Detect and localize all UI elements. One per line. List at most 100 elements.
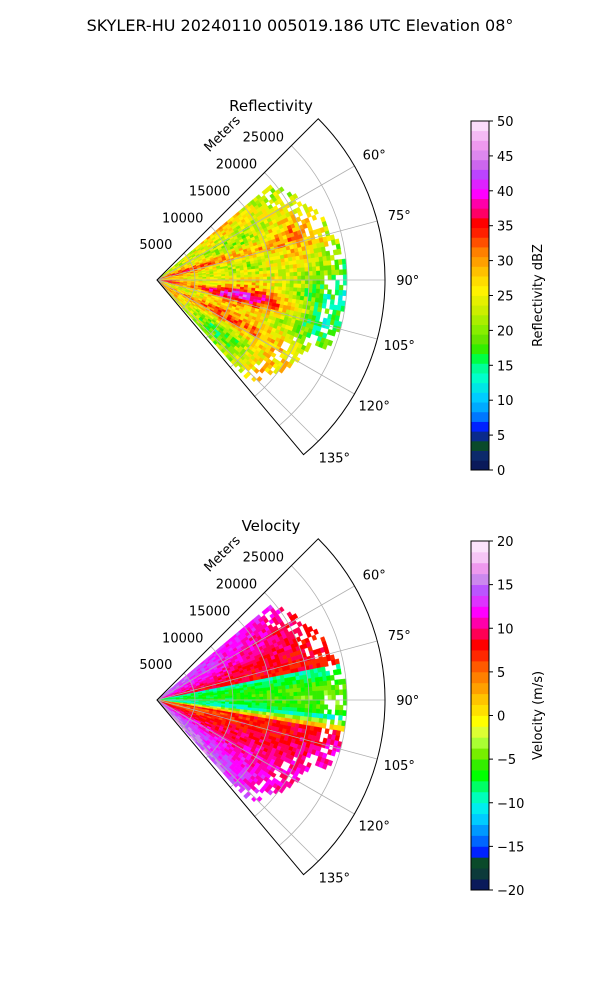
reflectivity-cell [293, 271, 298, 277]
reflectivity-cell [274, 276, 279, 281]
velocity-cell [315, 681, 321, 687]
reflectivity-cell [312, 208, 319, 216]
velocity-cell [304, 695, 310, 701]
reflectivity-cell [263, 282, 268, 287]
reflectivity-colorbar-segment [471, 227, 489, 238]
reflectivity-cell [304, 275, 310, 281]
reflectivity-cell [281, 283, 287, 288]
velocity-cell [300, 683, 305, 689]
velocity-cell [285, 688, 291, 693]
reflectivity-cell [326, 260, 332, 266]
reflectivity-cell [342, 269, 348, 276]
velocity-colorbar-segment [471, 704, 489, 716]
reflectivity-colorbar-segment [471, 334, 489, 345]
reflectivity-cell [315, 261, 321, 267]
reflectivity-cell [320, 275, 325, 281]
reflectivity-sector-outline [156, 118, 386, 456]
reflectivity-cell [251, 277, 257, 281]
reflectivity-cell [319, 261, 324, 267]
velocity-cell [300, 707, 306, 713]
reflectivity-colorbar-segment [471, 353, 489, 364]
reflectivity-cell [312, 288, 317, 294]
velocity-colorbar-segment [471, 846, 489, 858]
velocity-cell [296, 715, 301, 721]
reflectivity-colorbar-segment [471, 179, 489, 190]
reflectivity-cell [253, 368, 260, 374]
reflectivity-cell [236, 272, 241, 276]
reflectivity-cell [284, 261, 290, 266]
velocity-title: Velocity [241, 517, 301, 535]
reflectivity-cell [251, 282, 256, 286]
velocity-cell [338, 679, 343, 685]
velocity-cell [281, 685, 286, 690]
reflectivity-cell [288, 260, 294, 266]
reflectivity-colorbar-segment [471, 314, 489, 325]
velocity-cell [312, 695, 317, 701]
reflectivity-colorbar-segment [471, 130, 489, 141]
reflectivity-colorbar-segment [471, 247, 489, 258]
reflectivity-cell [316, 270, 321, 276]
reflectivity-colorbar-segment [471, 450, 489, 461]
reflectivity-colorbar-tick-label: 10 [497, 394, 514, 409]
velocity-cell [281, 688, 287, 694]
reflectivity-cell [274, 269, 279, 274]
velocity-cell [292, 715, 297, 720]
velocity-range-tick-label: 20000 [216, 578, 257, 593]
reflectivity-colorbar-segment [471, 324, 489, 335]
velocity-colorbar-tick-label: 15 [497, 579, 514, 594]
reflectivity-colorbar-segment [471, 217, 489, 229]
velocity-cell [270, 702, 275, 707]
velocity-cell [247, 694, 253, 698]
reflectivity-cell [240, 282, 245, 286]
reflectivity-cell [338, 259, 343, 265]
velocity-cell [266, 702, 272, 707]
reflectivity-cell [297, 271, 302, 277]
reflectivity-colorbar-segment [471, 460, 489, 471]
reflectivity-cell [334, 264, 340, 271]
velocity-cell [289, 692, 294, 697]
reflectivity-cell [278, 279, 283, 284]
reflectivity-colorbar-tick-label: 40 [497, 185, 514, 200]
reflectivity-cell [281, 265, 286, 270]
velocity-cell [247, 691, 253, 696]
velocity-cell [285, 692, 291, 697]
velocity-cell [319, 713, 324, 719]
reflectivity-cell [320, 246, 326, 253]
reflectivity-cell [315, 293, 321, 299]
reflectivity-cell [289, 279, 295, 285]
reflectivity-azimuth-spoke [156, 279, 378, 340]
velocity-cell [296, 679, 301, 685]
reflectivity-range-ring [278, 145, 348, 426]
reflectivity-colorbar-tick-label: 0 [497, 464, 505, 479]
reflectivity-colorbar-tick-label: 45 [497, 150, 514, 165]
velocity-cell [308, 695, 314, 701]
reflectivity-cell [274, 283, 279, 287]
velocity-cell [263, 693, 268, 698]
velocity-cell [273, 686, 279, 691]
reflectivity-cell [297, 275, 302, 281]
velocity-cell [311, 712, 317, 719]
reflectivity-cell [259, 276, 264, 281]
reflectivity-cell [300, 267, 306, 273]
reflectivity-cell [335, 310, 341, 317]
velocity-range-tick-label: 25000 [243, 551, 284, 566]
reflectivity-cell [263, 279, 268, 284]
reflectivity-cell [292, 193, 299, 200]
reflectivity-cell [326, 294, 332, 300]
velocity-cell [281, 706, 287, 712]
velocity-azimuth-tick-label: 135° [319, 871, 350, 886]
reflectivity-cell [244, 282, 249, 286]
reflectivity-cell [277, 289, 283, 295]
velocity-cell [277, 689, 283, 694]
reflectivity-cell [293, 275, 298, 281]
velocity-cell [259, 705, 264, 710]
reflectivity-cell [281, 286, 287, 292]
velocity-range-axis-label: Meters [202, 533, 244, 575]
velocity-cell [327, 685, 332, 691]
velocity-cell [327, 709, 332, 715]
reflectivity-cell [258, 267, 264, 272]
velocity-cell [296, 687, 302, 693]
velocity-colorbar-segment [471, 759, 489, 771]
reflectivity-cell [327, 265, 332, 271]
reflectivity-cell [330, 294, 336, 301]
